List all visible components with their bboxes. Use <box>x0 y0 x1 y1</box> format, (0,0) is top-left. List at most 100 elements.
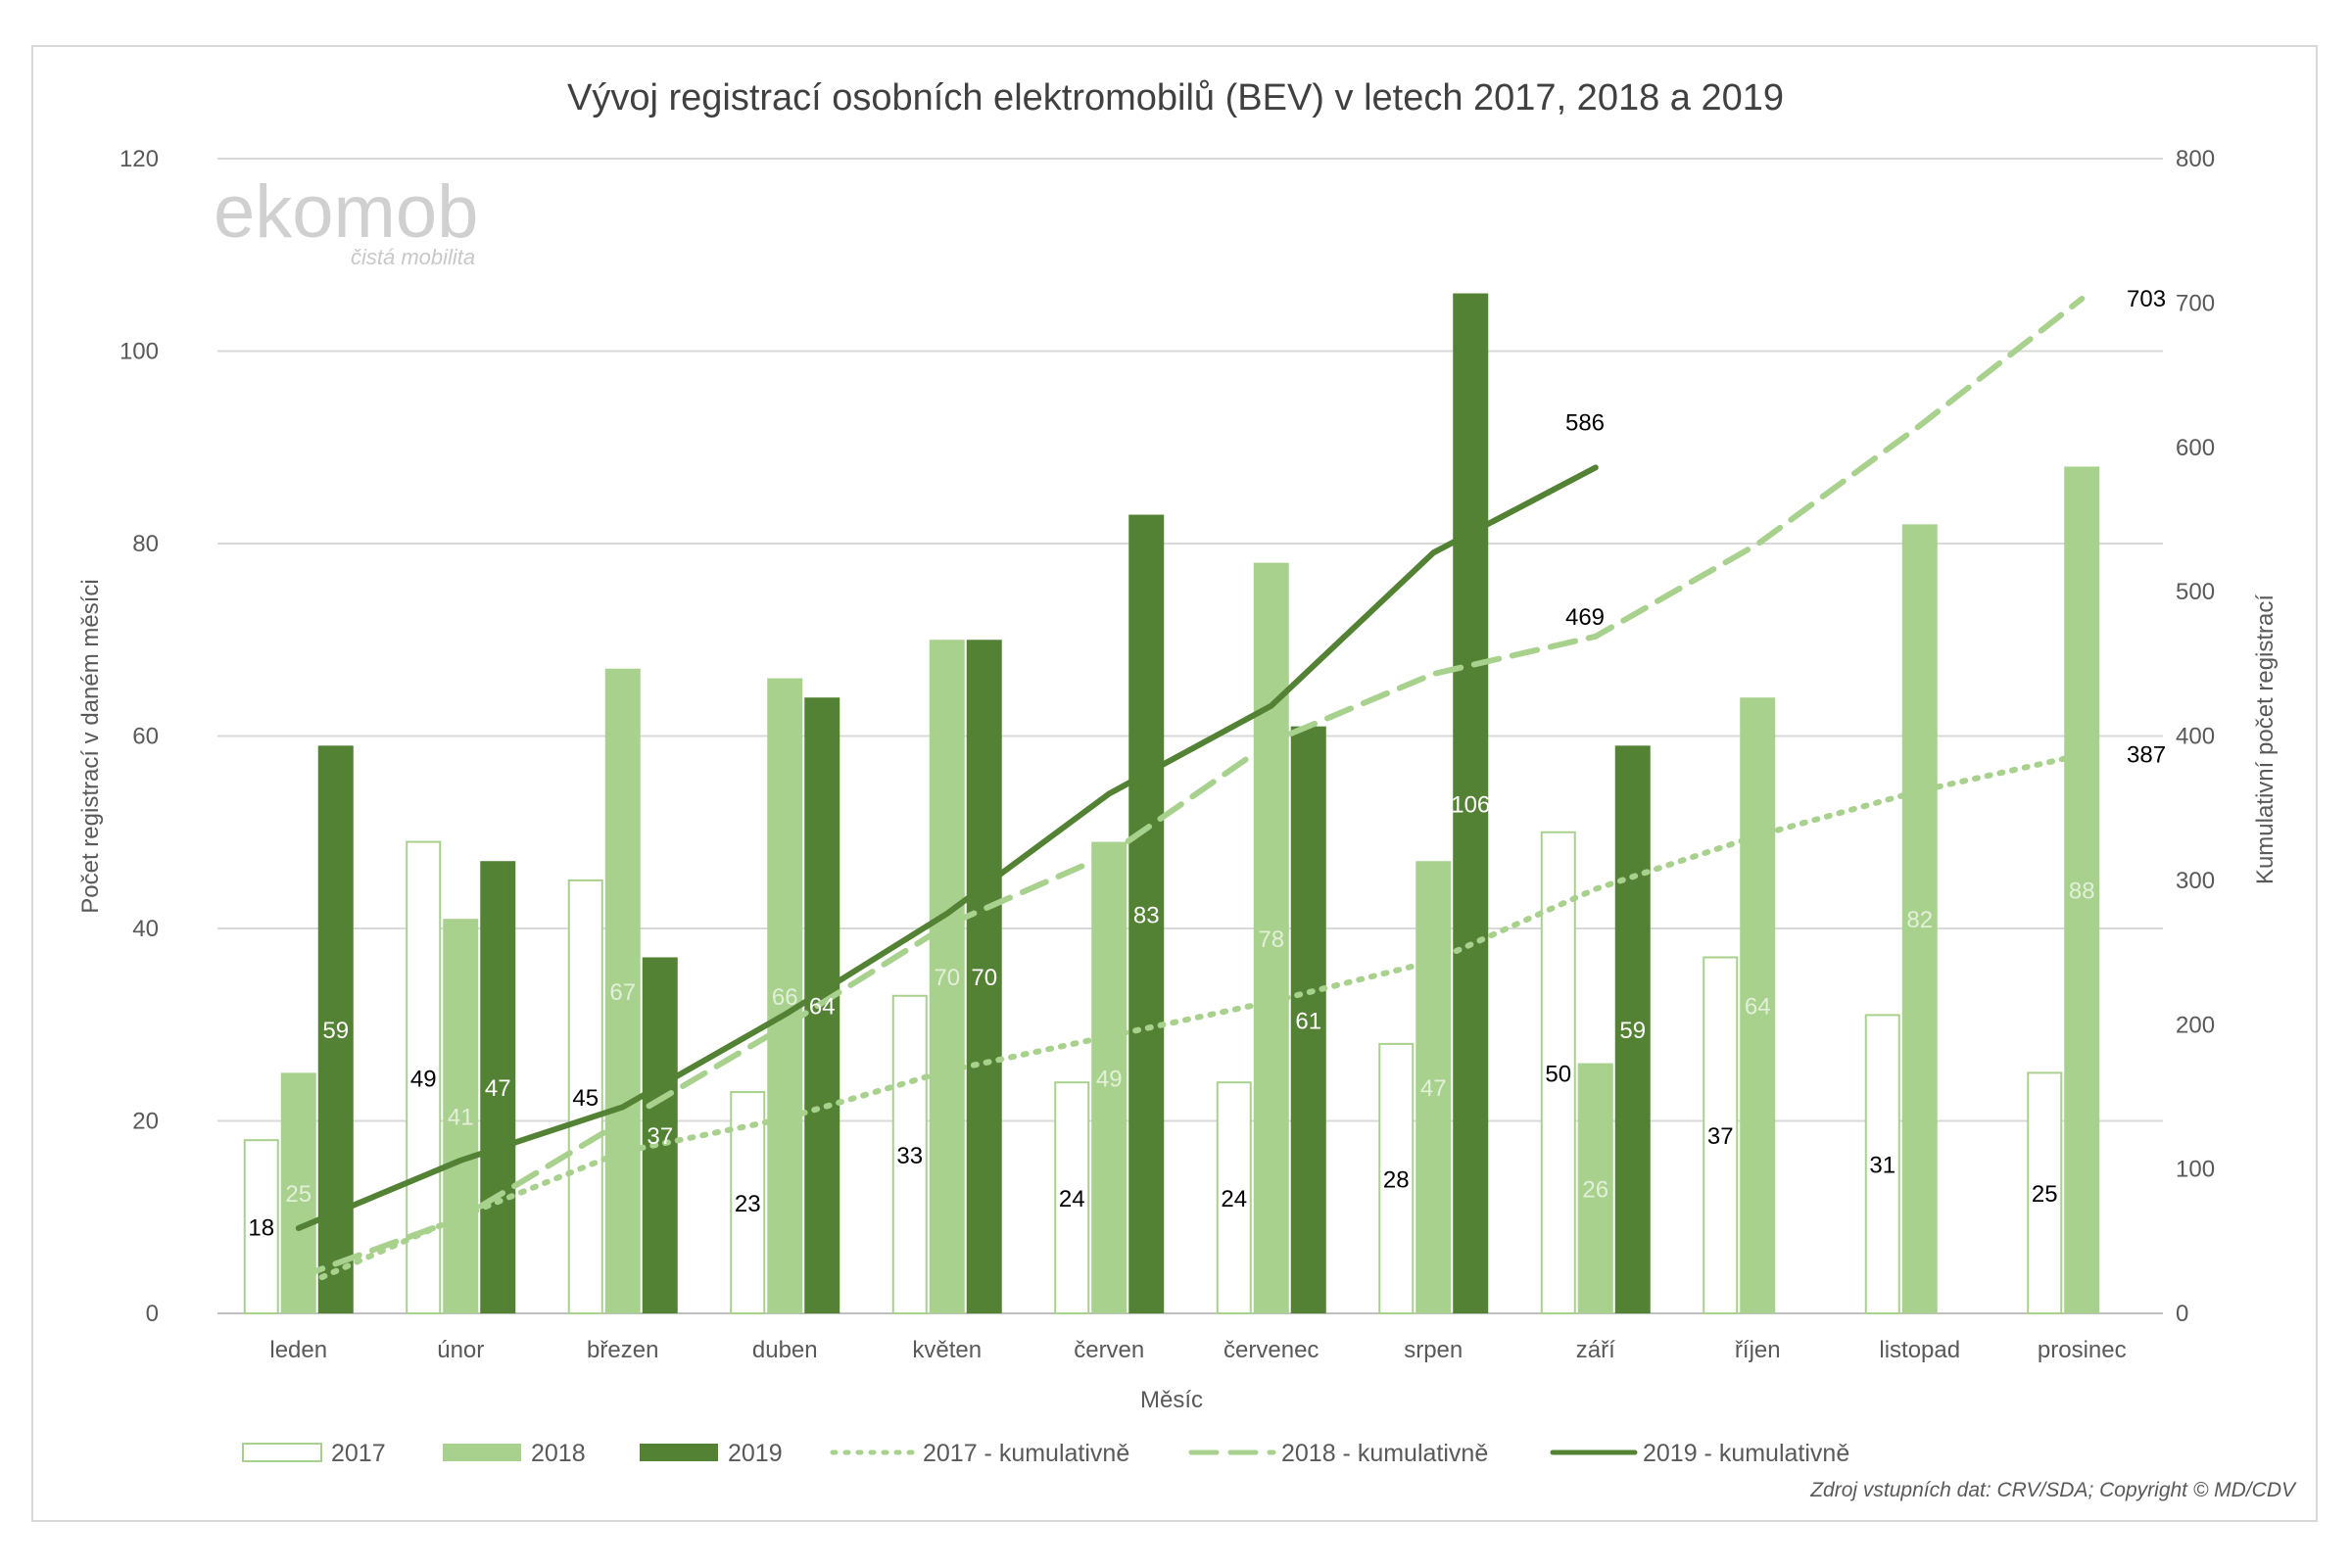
y-axis-label: Počet registrací v daném měsíci <box>77 579 104 913</box>
bar-2018-únor <box>443 919 479 1313</box>
bar-2018-listopad <box>1901 524 1938 1313</box>
data-label: 31 <box>1869 1153 1895 1179</box>
data-label: 59 <box>322 1018 349 1044</box>
x-tick-label: duben <box>752 1337 818 1363</box>
y2-tick-label: 400 <box>2176 724 2215 750</box>
legend-label: 2017 <box>331 1440 386 1467</box>
x-axis-label: Měsíc <box>1140 1387 1203 1413</box>
chart-title: Vývoj registrací osobních elektromobilů … <box>567 77 1784 119</box>
y2-tick-label: 100 <box>2176 1157 2215 1183</box>
x-tick-label: březen <box>587 1337 658 1363</box>
data-label: 18 <box>248 1215 274 1242</box>
y2-tick-label: 300 <box>2176 868 2215 894</box>
bar-2018-květen <box>929 640 965 1313</box>
y2-tick-label: 700 <box>2176 290 2215 316</box>
x-tick-label: prosinec <box>2038 1337 2127 1363</box>
bar-2019-srpen <box>1453 293 1489 1313</box>
x-tick-label: říjen <box>1735 1337 1781 1363</box>
bar-2017-březen <box>567 879 603 1314</box>
x-tick-label: srpen <box>1404 1337 1463 1363</box>
data-label: 70 <box>934 965 960 991</box>
data-label: 45 <box>572 1085 599 1112</box>
legend-label: 2019 <box>728 1440 783 1467</box>
y2-tick-label: 500 <box>2176 579 2215 605</box>
y2-tick-label: 0 <box>2176 1301 2188 1327</box>
line-2018 - kumulativně <box>295 296 2086 1281</box>
bar-2018-prosinec <box>2064 466 2100 1313</box>
data-label: 83 <box>1133 902 1160 928</box>
data-label: 50 <box>1545 1061 1571 1087</box>
y-tick-label: 60 <box>132 724 159 750</box>
data-label: 41 <box>448 1105 474 1131</box>
bar-2018-červenec <box>1253 562 1289 1313</box>
y-tick-label: 40 <box>132 916 159 942</box>
legend-item: 2018 <box>443 1440 586 1467</box>
legend-label: 2018 - kumulativně <box>1281 1440 1488 1467</box>
legend-label: 2017 - kumulativně <box>923 1440 1129 1467</box>
data-label: 26 <box>1582 1176 1608 1203</box>
y-axis-ticks: 0 20 40 60 80 100 120 <box>120 146 159 1327</box>
y-tick-label: 120 <box>120 146 159 172</box>
legend-item: 2019 - kumulativně <box>1550 1440 1849 1467</box>
bar-2017-prosinec <box>2027 1071 2063 1314</box>
bar-2017-červenec <box>1216 1081 1252 1314</box>
x-tick-label: červenec <box>1223 1337 1319 1363</box>
y-tick-label: 0 <box>146 1301 159 1327</box>
data-label: 37 <box>1707 1123 1734 1150</box>
y2-tick-label: 200 <box>2176 1012 2215 1038</box>
x-tick-label: červen <box>1074 1337 1144 1363</box>
data-label: 59 <box>1619 1018 1646 1044</box>
legend-swatch-2019 <box>640 1444 718 1461</box>
y2-axis-label: Kumulativní počet registrací <box>2252 594 2279 884</box>
y-tick-label: 100 <box>120 339 159 365</box>
y2-tick-label: 600 <box>2176 435 2215 461</box>
data-label: 49 <box>1096 1066 1123 1092</box>
gridlines <box>217 158 2163 1314</box>
y-tick-label: 20 <box>132 1109 159 1135</box>
line-2017 - kumulativně <box>295 751 2086 1291</box>
bar-2019-březen <box>642 957 678 1313</box>
data-label: 47 <box>485 1075 511 1102</box>
legend-label: 2018 <box>531 1440 586 1467</box>
data-label: 64 <box>1745 994 1771 1021</box>
bar-2019-září <box>1614 745 1651 1313</box>
bar-2017-září <box>1540 831 1576 1314</box>
bar-2019-květen <box>966 640 1002 1313</box>
bar-2019-červenec <box>1290 726 1326 1313</box>
data-label: 25 <box>285 1181 312 1208</box>
y2-axis-ticks: 0 100 200 300 400 500 600 700 800 <box>2176 146 2215 1327</box>
cumulative-end-label: 469 <box>1565 604 1605 631</box>
data-label: 67 <box>609 979 636 1006</box>
cumulative-end-label: 586 <box>1565 409 1605 436</box>
legend-label: 2019 - kumulativně <box>1643 1440 1849 1467</box>
data-label: 33 <box>896 1143 923 1169</box>
data-label: 88 <box>2069 879 2095 905</box>
data-label: 66 <box>772 984 798 1011</box>
bar-2018-říjen <box>1740 697 1776 1313</box>
bar-2017-duben <box>730 1091 766 1315</box>
bar-2017-říjen <box>1703 956 1739 1314</box>
bar-2017-srpen <box>1378 1042 1415 1315</box>
logo-text: ekomob <box>214 170 478 254</box>
data-label: 64 <box>809 994 836 1021</box>
bar-2018-duben <box>767 678 803 1313</box>
legend: 2017 2018 2019 2017 - kumulativně 2018 - kum… <box>242 1440 1849 1467</box>
bar-2017-květen <box>891 994 928 1315</box>
x-tick-label: září <box>1576 1337 1615 1363</box>
bar-2019-únor <box>480 861 516 1313</box>
data-label: 23 <box>735 1191 761 1217</box>
x-tick-label: leden <box>269 1337 327 1363</box>
bar-2018-březen <box>604 668 641 1313</box>
data-labels: 18 49 45 23 33 24 24 28 50 37 31 25 25 41 67 66 70 49 78 47… <box>248 286 2166 1242</box>
bar-2017-listopad <box>1864 1014 1900 1315</box>
legend-item: 2019 <box>640 1440 783 1467</box>
source-note: Zdroj vstupních dat: CRV/SDA; Copyright … <box>1809 1479 2297 1501</box>
data-label: 47 <box>1420 1075 1447 1102</box>
legend-swatch-2017 <box>242 1443 322 1462</box>
logo-tagline: čistá mobilita <box>351 245 475 269</box>
legend-item: 2017 - kumulativně <box>830 1440 1129 1467</box>
bar-2018-srpen <box>1415 861 1452 1313</box>
data-label: 49 <box>410 1066 437 1092</box>
cumulative-end-label: 703 <box>2127 286 2166 312</box>
